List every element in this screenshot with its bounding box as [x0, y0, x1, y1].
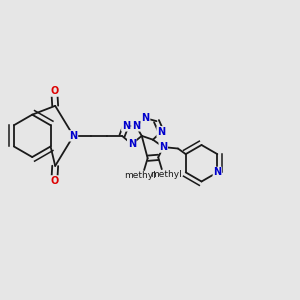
Text: N: N [142, 113, 150, 123]
Text: N: N [213, 167, 221, 177]
Text: N: N [132, 121, 140, 131]
Text: methyl: methyl [124, 171, 156, 180]
Text: N: N [122, 121, 130, 131]
Text: O: O [50, 86, 58, 96]
Text: N: N [157, 127, 165, 137]
Text: N: N [128, 139, 136, 149]
Text: N: N [69, 131, 77, 141]
Text: N: N [159, 142, 167, 152]
Text: methyl: methyl [150, 170, 182, 179]
Text: O: O [50, 176, 58, 186]
